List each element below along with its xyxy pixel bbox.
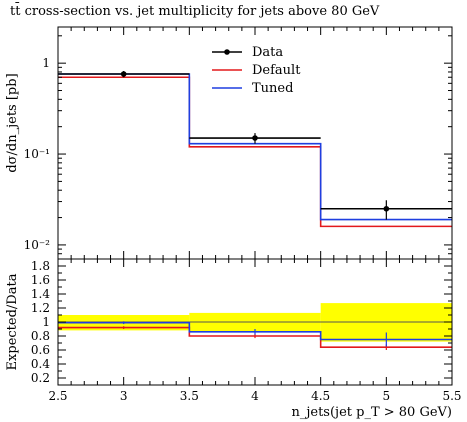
x-axis-label: n_jets(jet p_T > 80 GeV) [291,405,452,420]
x-tick-label: 3 [120,389,128,403]
ratio-y-tick-label: 1.4 [31,287,50,301]
data-point-3 [120,71,127,77]
ratio-y-tick-label: 1.8 [31,259,50,273]
ratio-y-tick-label: 1 [42,315,50,329]
legend-data-marker [224,49,230,55]
ratio-y-tick-label: 1.6 [31,273,50,287]
y-axis-label: dσ/dn_jets [pb] [5,73,20,172]
series-default-line [58,76,452,228]
data-point-4 [252,135,258,141]
x-tick-label: 5.5 [442,389,461,403]
legend-tuned-label: Tuned [252,81,293,96]
y-tick-label: 10⁻² [24,238,51,252]
ratio-y-tick-label: 0.2 [31,371,50,385]
y-tick-label: 1 [42,56,50,70]
y-tick-label: 10⁻¹ [24,147,50,161]
ratio-y-axis-label: Expected/Data [5,273,20,370]
x-tick-label: 4 [251,389,259,403]
ratio-y-tick-label: 0.4 [31,357,50,371]
ratio-y-tick-label: 0.8 [31,329,50,343]
legend-data-label: Data [252,45,283,60]
legend-default-label: Default [252,63,301,78]
chart-title: tt̄ cross-section vs. jet multiplicity f… [10,4,380,19]
x-tick-label: 2.5 [48,389,67,403]
ratio-y-tick-label: 0.6 [31,343,50,357]
x-tick-label: 5 [383,389,391,403]
x-tick-label: 4.5 [311,389,330,403]
data-point-5 [383,205,390,212]
ratio-y-tick-label: 1.2 [31,301,50,315]
x-tick-label: 3.5 [180,389,199,403]
